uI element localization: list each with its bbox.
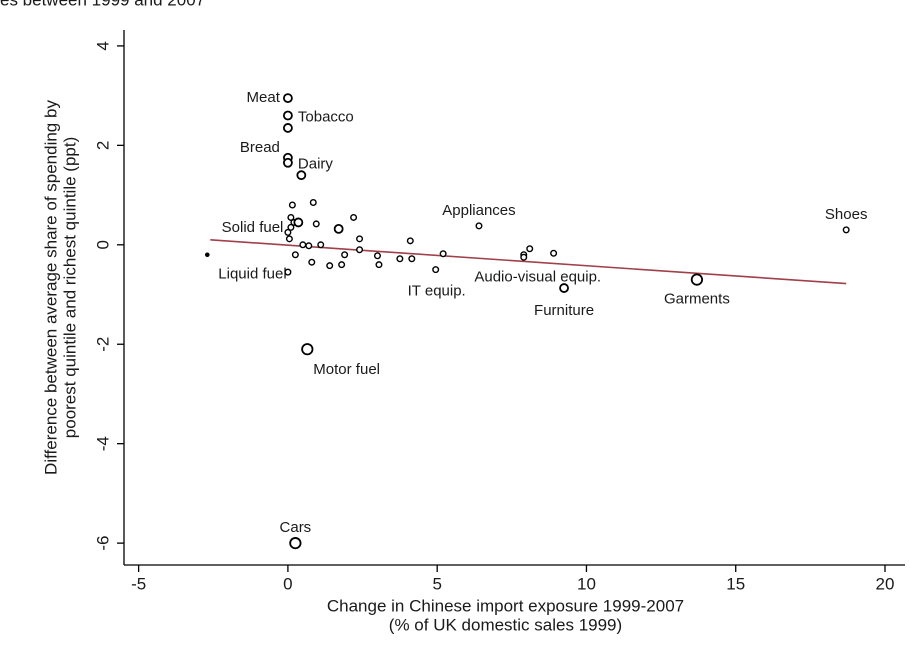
- point: [406, 237, 414, 245]
- point: [338, 261, 346, 269]
- point: [356, 235, 364, 243]
- point: [301, 343, 314, 356]
- y-tick-label: 2: [93, 141, 112, 150]
- point: [439, 250, 447, 258]
- chart-title: es between 1999 and 2007: [0, 0, 205, 9]
- point: [559, 283, 569, 293]
- point: [475, 222, 483, 230]
- point: [284, 268, 292, 276]
- point: [350, 213, 358, 221]
- point: [356, 246, 364, 254]
- point: [293, 217, 304, 228]
- point: [526, 245, 534, 253]
- x-axis-title: (% of UK domestic sales 1999): [389, 615, 622, 634]
- point: [312, 220, 320, 228]
- y-tick-label: 4: [93, 41, 112, 50]
- point: [690, 273, 704, 286]
- point-label: IT equip.: [408, 283, 466, 300]
- point: [299, 241, 307, 249]
- point: [308, 258, 316, 266]
- point: [204, 252, 210, 258]
- point: [326, 262, 334, 270]
- point: [291, 251, 299, 259]
- point: [283, 110, 293, 121]
- point: [289, 537, 302, 550]
- point-label: Garments: [664, 291, 730, 308]
- point: [375, 261, 383, 269]
- x-tick-label: -5: [131, 574, 146, 593]
- point-label: Bread: [240, 139, 280, 156]
- x-tick-label: 20: [876, 574, 895, 593]
- x-tick-label: 10: [577, 574, 596, 593]
- point: [842, 226, 850, 234]
- point: [373, 252, 381, 260]
- point: [287, 213, 295, 221]
- point: [396, 255, 404, 263]
- point: [284, 228, 292, 236]
- point: [285, 235, 293, 243]
- point-label: Cars: [280, 519, 312, 536]
- y-tick-label: -2: [93, 337, 112, 352]
- fit-line: [210, 239, 847, 285]
- x-axis-title: Change in Chinese import exposure 1999-2…: [327, 596, 684, 615]
- point: [333, 223, 344, 234]
- point: [317, 241, 325, 249]
- point: [408, 255, 416, 263]
- point: [550, 249, 558, 257]
- x-tick-label: 15: [726, 574, 745, 593]
- point: [520, 253, 528, 261]
- point-label: Dairy: [298, 156, 334, 173]
- point: [296, 170, 307, 181]
- y-tick-label: 0: [93, 240, 112, 249]
- point-label: Solid fuel: [222, 219, 284, 236]
- point: [283, 157, 293, 168]
- x-tick-label: 5: [432, 574, 441, 593]
- x-tick-label: 0: [283, 574, 292, 593]
- y-axis-title: poorest quintile and richest quintile (p…: [60, 137, 79, 438]
- point: [283, 123, 293, 133]
- point-label: Shoes: [825, 206, 868, 223]
- point-label: Furniture: [534, 302, 594, 319]
- y-tick-label: -4: [93, 436, 112, 451]
- point: [288, 201, 296, 209]
- point: [283, 93, 293, 104]
- point: [305, 242, 313, 250]
- point: [309, 199, 317, 207]
- point-label: Meat: [247, 89, 281, 106]
- point: [287, 223, 295, 231]
- point-label: Appliances: [442, 202, 515, 219]
- y-tick-label: -6: [93, 536, 112, 551]
- point-label: Motor fuel: [313, 361, 380, 378]
- point: [432, 266, 440, 274]
- point-label: Tobacco: [298, 108, 354, 125]
- point-label: Liquid fuel: [218, 266, 286, 283]
- y-axis-title: Difference between average share of spen…: [41, 100, 60, 475]
- point-label: Audio-visual equip.: [474, 269, 601, 286]
- point: [341, 251, 349, 259]
